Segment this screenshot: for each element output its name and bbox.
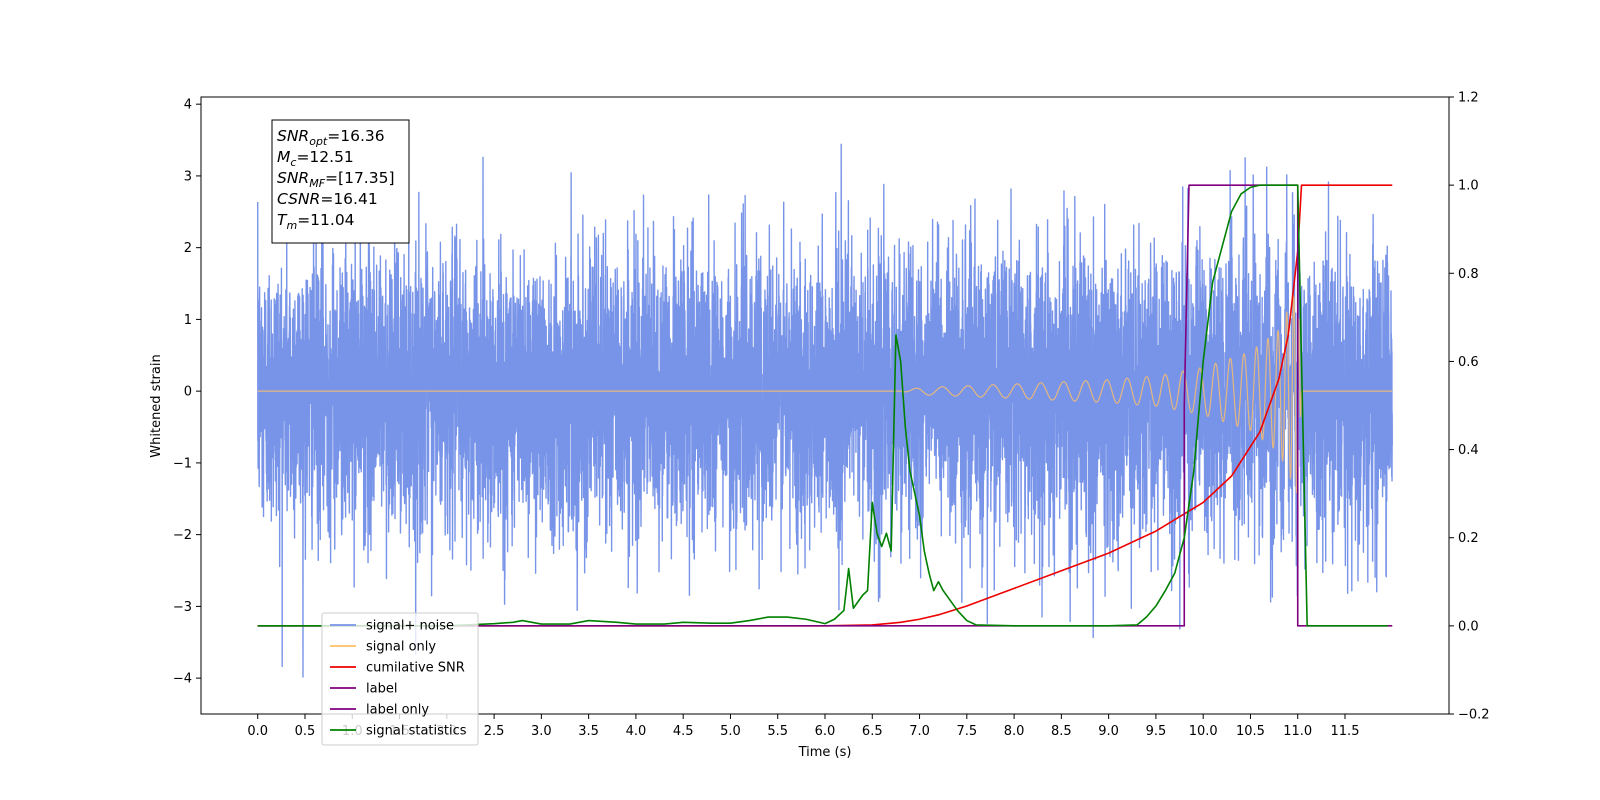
y-left-tick-label: −2 — [173, 528, 192, 543]
series-signal-only — [257, 294, 1393, 494]
x-tick-label: 11.0 — [1283, 724, 1312, 739]
legend-label: cumilative SNR — [366, 661, 465, 676]
x-tick-label: 8.0 — [1004, 724, 1025, 739]
x-tick-label: 7.0 — [909, 724, 930, 739]
x-tick-label: 6.5 — [862, 724, 883, 739]
y-right-tick-label: −0.2 — [1458, 708, 1490, 723]
y-right-tick-label: 0.0 — [1458, 619, 1479, 634]
series-layer — [257, 143, 1393, 678]
x-tick-label: 11.5 — [1331, 724, 1360, 739]
series-label — [257, 184, 1393, 627]
x-tick-label: 4.5 — [673, 724, 694, 739]
y-axis-label-left: Whitened strain — [149, 354, 164, 457]
y-right-tick-label: 0.8 — [1458, 267, 1479, 282]
x-tick-label: 7.5 — [956, 724, 977, 739]
x-tick-label: 10.5 — [1236, 724, 1265, 739]
x-tick-label: 10.0 — [1189, 724, 1218, 739]
x-tick-label: 3.0 — [531, 724, 552, 739]
legend: signal+ noise signal only cumilative SNR la… — [321, 612, 479, 746]
y-left-tick-label: −4 — [173, 672, 192, 687]
y-left-tick-label: −3 — [173, 600, 192, 615]
legend-item-signal-statistics: signal statistics — [330, 724, 467, 739]
legend-label: label only — [366, 703, 429, 718]
legend-item-signal-only: signal only — [330, 640, 436, 655]
y-left-tick-label: −1 — [173, 456, 192, 471]
y-axis-right: 1.2 1.0 0.8 0.6 0.4 0.2 0.0 −0.2 — [1449, 91, 1490, 723]
series-signal-statistics — [257, 184, 1388, 627]
stats-annotation: SNRopt=16.36Mc=12.51SNRMF=[17.35]CSNR=16… — [271, 119, 410, 244]
y-right-tick-label: 0.4 — [1458, 443, 1479, 458]
stats-annotation-line: SNRopt=16.36 — [277, 127, 385, 148]
series-cumilative-snr — [257, 184, 1393, 627]
y-left-tick-label: 2 — [184, 241, 192, 256]
legend-label: label — [366, 682, 397, 697]
legend-label: signal statistics — [366, 724, 467, 739]
stats-annotation-line: Tm=11.04 — [277, 211, 355, 232]
y-axis-left: 4 3 2 1 0 −1 −2 −3 −4 — [173, 98, 201, 687]
x-axis-label: Time (s) — [798, 745, 852, 760]
stats-annotation-line: CSNR=16.41 — [277, 190, 378, 208]
x-tick-label: 6.0 — [815, 724, 836, 739]
x-tick-label: 4.0 — [626, 724, 647, 739]
x-tick-label: 5.0 — [720, 724, 741, 739]
y-left-tick-label: 4 — [184, 98, 192, 113]
legend-item-label-only: label only — [330, 703, 429, 718]
legend-item-signal-noise: signal+ noise — [330, 619, 454, 634]
stats-annotation-line: SNRMF=[17.35] — [277, 169, 395, 190]
y-left-tick-label: 0 — [184, 385, 192, 400]
x-tick-label: 3.5 — [578, 724, 599, 739]
y-left-tick-label: 1 — [184, 313, 192, 328]
stats-annotation-line: Mc=12.51 — [277, 148, 354, 169]
y-left-tick-label: 3 — [184, 169, 192, 184]
y-right-tick-label: 0.2 — [1458, 531, 1479, 546]
x-tick-label: 9.5 — [1146, 724, 1167, 739]
legend-label: signal+ noise — [366, 619, 454, 634]
series-signal-plus-noise — [257, 143, 1393, 678]
y-right-tick-label: 1.0 — [1458, 179, 1479, 194]
x-tick-label: 8.5 — [1051, 724, 1072, 739]
legend-item-label: label — [330, 682, 397, 697]
stats-annotation-frame — [271, 119, 410, 244]
legend-item-cumilative-snr: cumilative SNR — [330, 661, 465, 676]
x-tick-label: 5.5 — [767, 724, 788, 739]
x-tick-label: 9.0 — [1098, 724, 1119, 739]
y-right-tick-label: 0.6 — [1458, 355, 1479, 370]
x-tick-label: 0.0 — [247, 724, 268, 739]
x-tick-label: 2.5 — [484, 724, 505, 739]
y-right-tick-label: 1.2 — [1458, 91, 1479, 106]
legend-label: signal only — [366, 640, 436, 655]
legend-frame — [321, 612, 479, 746]
x-tick-label: 0.5 — [295, 724, 316, 739]
